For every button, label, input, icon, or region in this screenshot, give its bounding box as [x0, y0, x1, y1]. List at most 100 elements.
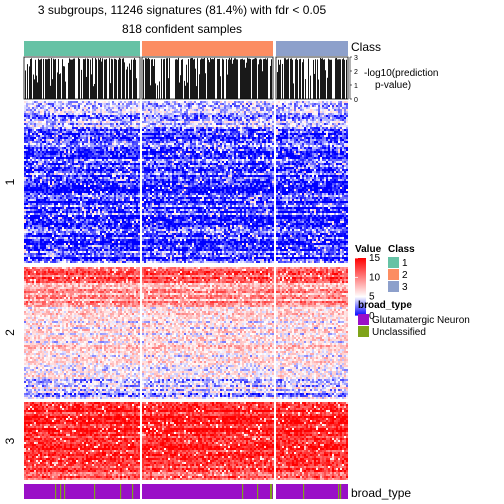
heatmap-cell [46, 143, 48, 145]
heatmap-cell [52, 131, 54, 133]
heatmap-cell [210, 103, 212, 105]
heatmap-cell [262, 125, 264, 127]
prediction-bar [30, 59, 31, 99]
heatmap-cell [230, 129, 232, 131]
heatmap-cell [32, 119, 34, 121]
heatmap-cell [242, 129, 244, 131]
heatmap-cell [54, 141, 56, 143]
heatmap-cell [206, 145, 208, 147]
heatmap-cell [52, 123, 54, 125]
heatmap-cell [136, 127, 138, 129]
heatmap-cell [278, 135, 280, 137]
heatmap-cell [58, 141, 60, 143]
heatmap-cell [88, 153, 90, 155]
heatmap-cell [288, 147, 290, 149]
heatmap-cell [308, 103, 310, 105]
heatmap-cell [148, 105, 150, 107]
heatmap-cell [192, 111, 194, 113]
heatmap-cell [28, 121, 30, 123]
heatmap-cell [78, 119, 80, 121]
heatmap-cell [214, 101, 216, 103]
heatmap-cell [172, 135, 174, 137]
heatmap-cell [268, 113, 270, 115]
heatmap-cell [60, 157, 62, 159]
heatmap-cell [130, 159, 132, 161]
heatmap-cell [346, 115, 348, 117]
heatmap-cell [332, 151, 334, 153]
heatmap-cell [284, 141, 286, 143]
heatmap-cell [110, 119, 112, 121]
heatmap-cell [212, 125, 214, 127]
heatmap-cell [40, 137, 42, 139]
heatmap-cell [40, 119, 42, 121]
heatmap-cell [128, 101, 130, 103]
heatmap-cell [110, 113, 112, 115]
heatmap-cell [118, 135, 120, 137]
heatmap-cell [110, 133, 112, 135]
heatmap-cell [118, 157, 120, 159]
heatmap-cell [344, 131, 346, 133]
heatmap-cell [340, 105, 342, 107]
heatmap-cell [194, 119, 196, 121]
heatmap-cell [264, 133, 266, 135]
heatmap-cell [32, 109, 34, 111]
heatmap-cell [262, 123, 264, 125]
heatmap-cell [40, 133, 42, 135]
heatmap-cell [334, 109, 336, 111]
heatmap-cell [174, 137, 176, 139]
heatmap-cell [108, 107, 110, 109]
heatmap-cell [50, 137, 52, 139]
heatmap-cell [68, 117, 70, 119]
heatmap-cell [36, 105, 38, 107]
heatmap-cell [170, 145, 172, 147]
heatmap-cell [168, 137, 170, 139]
heatmap-cell [44, 113, 46, 115]
heatmap-cell [30, 109, 32, 111]
heatmap-cell [162, 157, 164, 159]
heatmap-cell [224, 153, 226, 155]
heatmap-cell [180, 137, 182, 139]
heatmap-cell [268, 143, 270, 145]
heatmap-cell [324, 127, 326, 129]
heatmap-cell [174, 119, 176, 121]
heatmap-cell [170, 109, 172, 111]
heatmap-cell [328, 125, 330, 127]
heatmap-cell [206, 111, 208, 113]
heatmap-cell [186, 143, 188, 145]
heatmap-cell [246, 149, 248, 151]
heatmap-cell [342, 121, 344, 123]
heatmap-cell [28, 105, 30, 107]
heatmap-cell [240, 149, 242, 151]
heatmap-cell [192, 129, 194, 131]
heatmap-cell [330, 123, 332, 125]
heatmap-cell [326, 113, 328, 115]
heatmap-cell [230, 107, 232, 109]
heatmap-cell [286, 111, 288, 113]
heatmap-cell [222, 131, 224, 133]
heatmap-cell [124, 103, 126, 105]
heatmap-cell [326, 137, 328, 139]
heatmap-cell [178, 113, 180, 115]
heatmap-cell [156, 127, 158, 129]
heatmap-cell [150, 147, 152, 149]
heatmap-cell [114, 101, 116, 103]
heatmap-cell [100, 119, 102, 121]
heatmap-cell [180, 157, 182, 159]
heatmap-cell [228, 111, 230, 113]
heatmap-cell [70, 149, 72, 151]
heatmap-cell [306, 121, 308, 123]
heatmap-cell [162, 121, 164, 123]
heatmap-cell [326, 107, 328, 109]
heatmap-cell [320, 121, 322, 123]
heatmap-cell [302, 103, 304, 105]
heatmap-cell [40, 111, 42, 113]
heatmap-cell [332, 121, 334, 123]
heatmap-cell [94, 127, 96, 129]
heatmap-cell [256, 115, 258, 117]
heatmap-cell [98, 105, 100, 107]
prediction-bar [148, 57, 149, 99]
heatmap-cell [210, 159, 212, 161]
heatmap-cell [124, 143, 126, 145]
heatmap-cell [248, 149, 250, 151]
heatmap-cell [342, 135, 344, 137]
